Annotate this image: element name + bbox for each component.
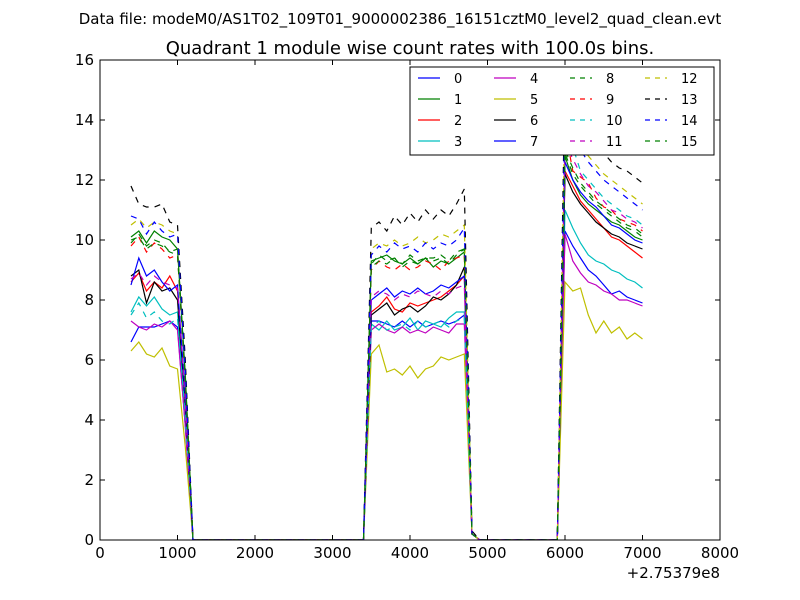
legend-label-12: 12 (681, 72, 698, 87)
x-offset-label: +2.75379e8 (627, 564, 720, 582)
x-tick-label: 8000 (701, 544, 739, 562)
series-6-line (130, 173, 643, 540)
y-tick-label: 10 (75, 231, 94, 249)
series-1-line (130, 155, 643, 540)
x-tick-label: 0 (95, 544, 105, 562)
legend-label-6: 6 (530, 114, 538, 129)
axis-ticks: 0 1000 2000 3000 4000 5000 6000 7000 80000246810… (75, 51, 739, 562)
y-tick-label: 16 (75, 51, 94, 69)
series-2-line (130, 170, 643, 540)
y-tick-label: 4 (84, 411, 94, 429)
y-tick-label: 2 (84, 471, 94, 489)
legend-label-14: 14 (681, 114, 698, 129)
legend-label-5: 5 (530, 93, 538, 108)
legend-label-8: 8 (606, 72, 614, 87)
series-3-line (130, 209, 643, 540)
series-9-line (130, 128, 643, 540)
x-tick-label: 4000 (391, 544, 429, 562)
x-tick-label: 3000 (313, 544, 351, 562)
data-file-suptitle: Data file: modeM0/AS1T02_109T01_90000023… (79, 10, 722, 29)
y-tick-label: 14 (75, 111, 94, 129)
legend-label-3: 3 (454, 135, 462, 150)
x-tick-label: 7000 (623, 544, 661, 562)
legend-label-11: 11 (606, 135, 623, 150)
plot-frame (99, 59, 721, 541)
series-14-line (130, 110, 643, 540)
chart-title: Quadrant 1 module wise count rates with … (166, 38, 655, 59)
legend-label-0: 0 (454, 72, 462, 87)
series-5-line (130, 280, 643, 540)
series-12-line (130, 104, 643, 540)
x-tick-label: 5000 (468, 544, 506, 562)
x-tick-label: 6000 (546, 544, 584, 562)
y-tick-label: 6 (84, 351, 94, 369)
series-7-line (130, 161, 643, 540)
legend-box (409, 66, 715, 156)
legend-label-4: 4 (530, 72, 538, 87)
legend-label-2: 2 (454, 114, 462, 129)
y-tick-label: 0 (84, 531, 94, 549)
y-tick-label: 12 (75, 171, 94, 189)
series-11-line (130, 140, 643, 540)
legend-label-1: 1 (454, 93, 462, 108)
series-4-line (130, 233, 643, 540)
series-0-line (130, 230, 643, 540)
series-15-line (130, 149, 643, 540)
legend-label-7: 7 (530, 135, 538, 150)
series-10-line (130, 119, 643, 540)
legend-label-10: 10 (606, 114, 623, 129)
x-tick-label: 2000 (236, 544, 274, 562)
legend-label-15: 15 (681, 135, 698, 150)
x-tick-label: 1000 (158, 544, 196, 562)
legend-label-13: 13 (681, 93, 698, 108)
series-layer (130, 68, 643, 540)
legend-label-9: 9 (606, 93, 614, 108)
series-13-line (130, 68, 643, 540)
y-tick-label: 8 (84, 291, 94, 309)
